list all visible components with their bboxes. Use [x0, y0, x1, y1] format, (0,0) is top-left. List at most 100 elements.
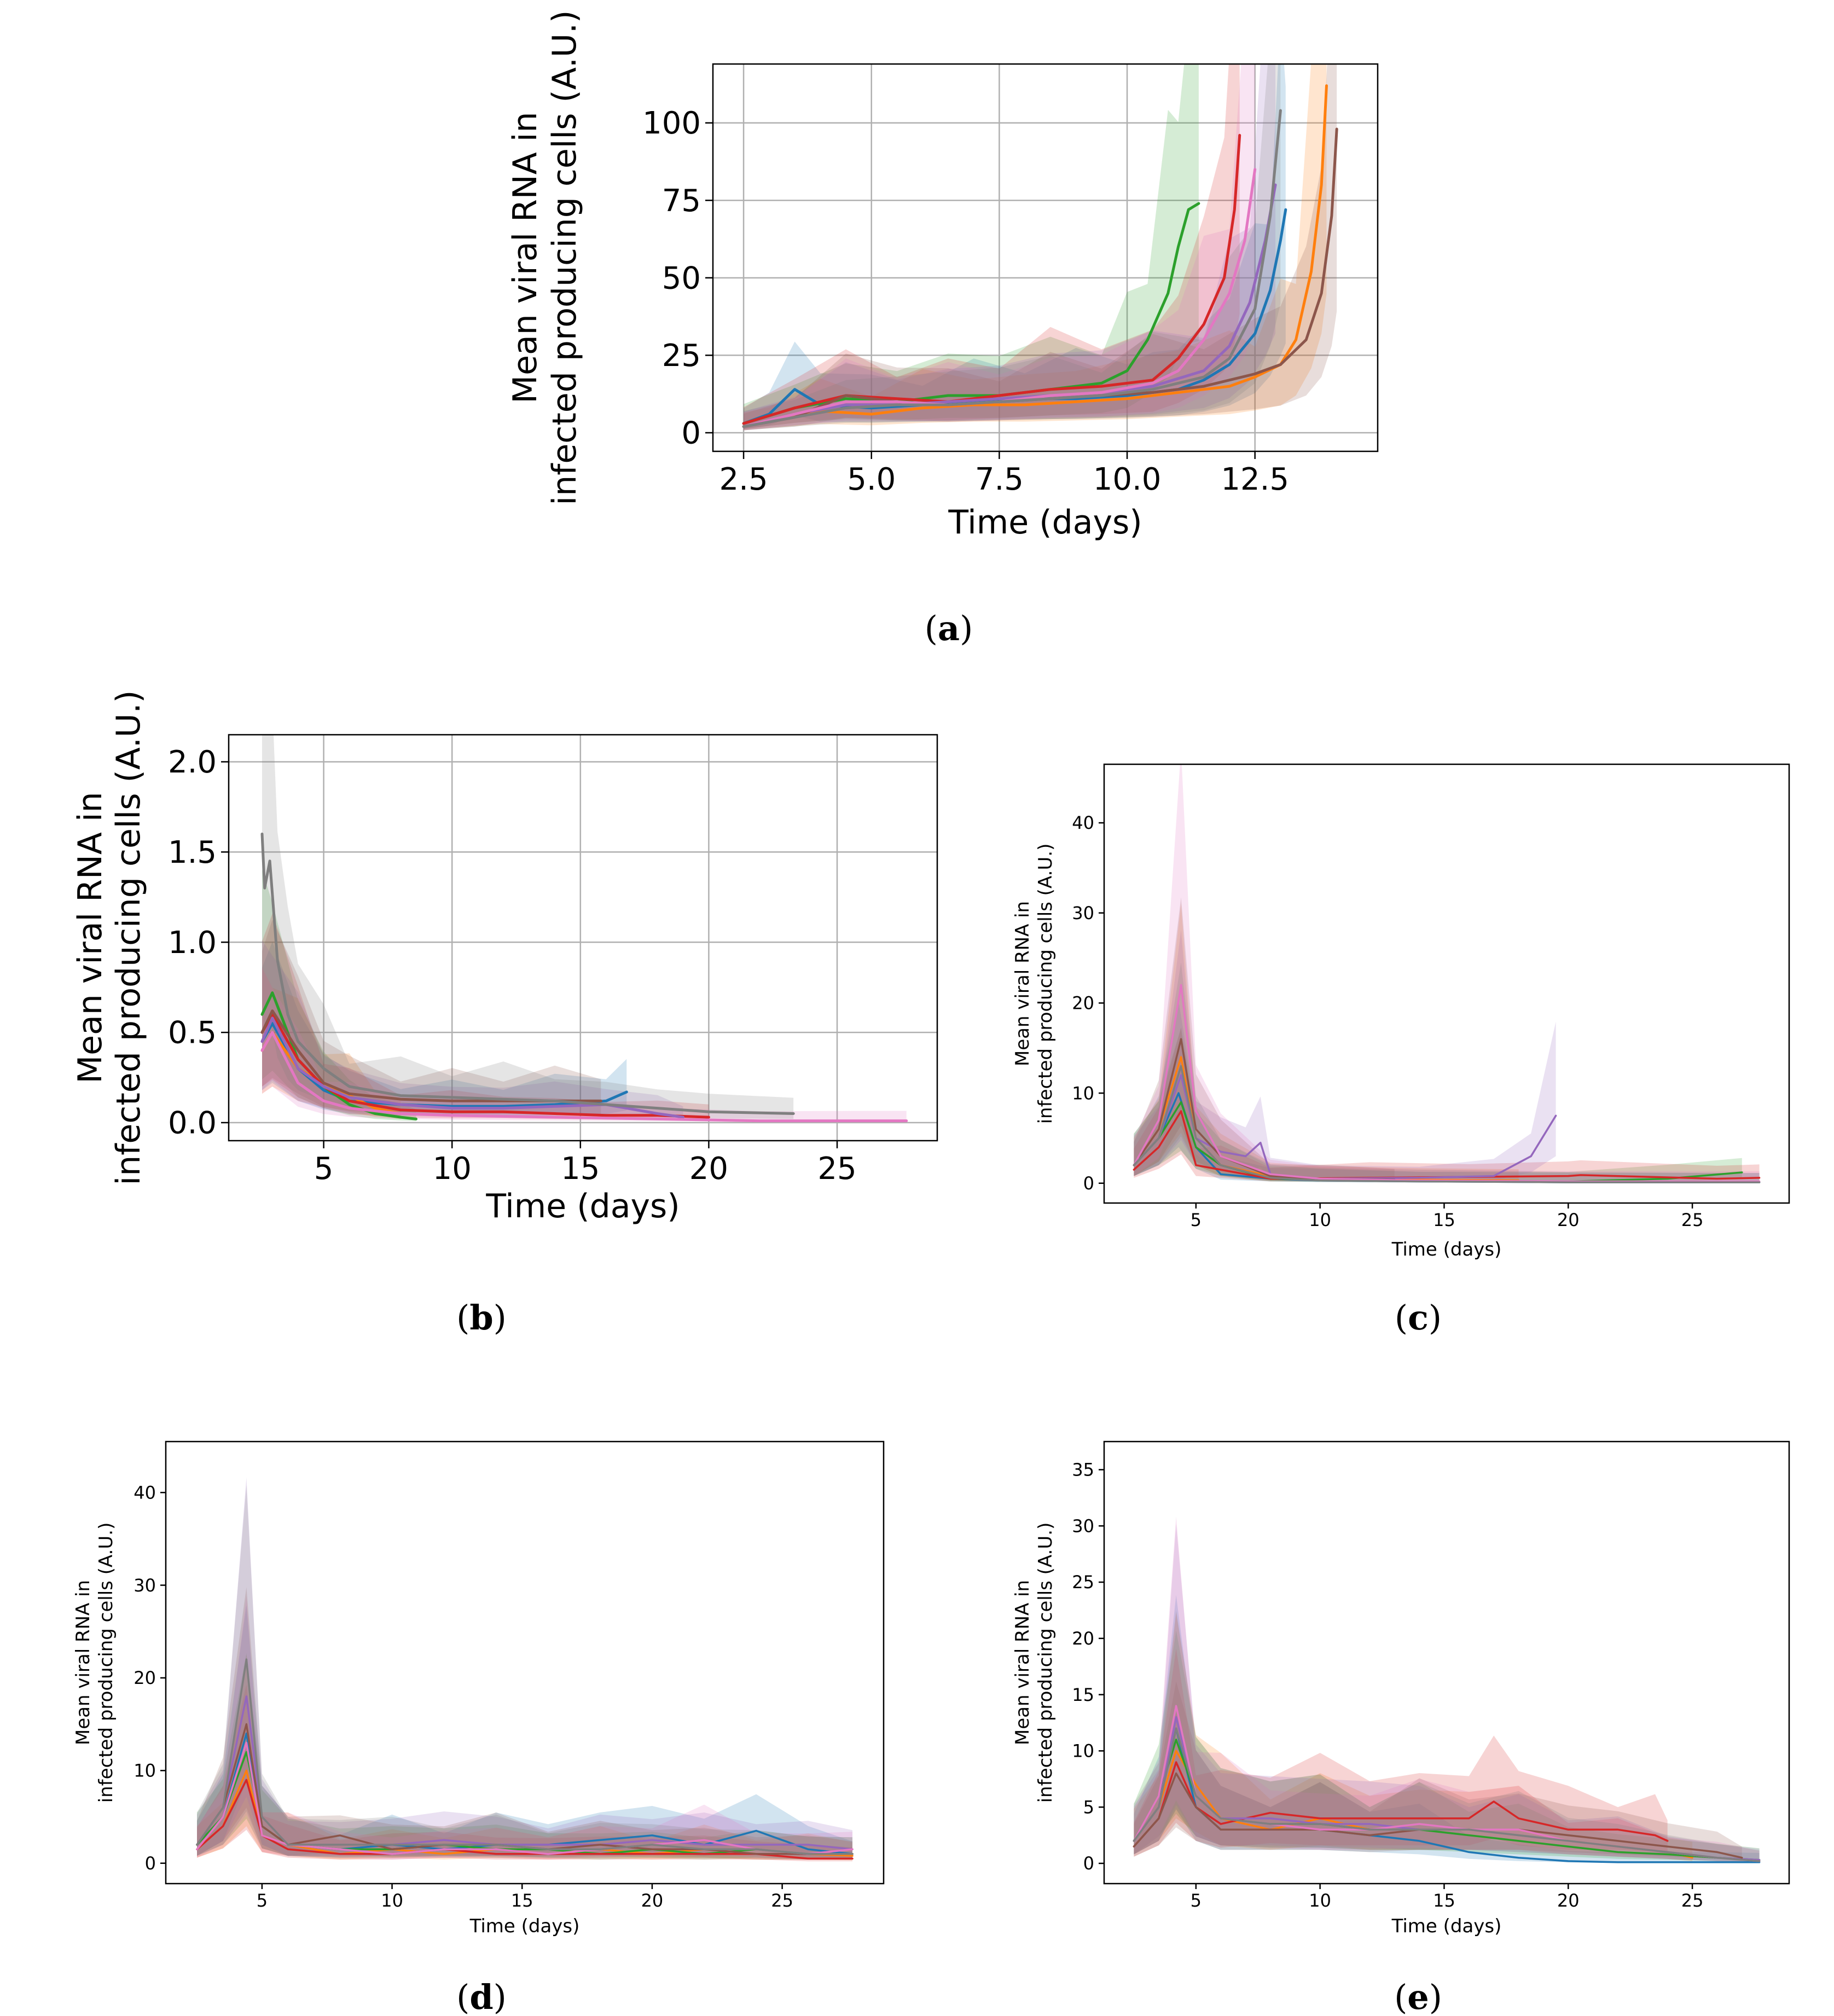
y-tick-label: 25 — [1072, 1572, 1094, 1593]
y-axis-label-line-1: Mean viral RNA in — [72, 1580, 94, 1745]
y-axis-label-line-1: Mean viral RNA in — [1012, 901, 1034, 1066]
series-line-4 — [260, 1013, 710, 1119]
x-tick-label: 10 — [433, 1151, 472, 1187]
series-line-8 — [260, 832, 795, 1115]
y-axis-label-line-2: infected producing cells (A.U.) — [545, 10, 584, 506]
x-tick-label: 5 — [257, 1890, 268, 1911]
chart-data-layer — [742, 64, 1338, 431]
y-tick-label: 1.5 — [168, 835, 217, 870]
y-tick-label: 1.0 — [168, 925, 217, 961]
x-tick-label: 10 — [1309, 1890, 1331, 1911]
caption-open-paren: ( — [1395, 1298, 1408, 1338]
series-line-8 — [196, 1658, 854, 1855]
caption-close-paren: ) — [494, 1977, 507, 2016]
x-tick-label: 20 — [1557, 1890, 1580, 1911]
panel-caption-d: (d) — [456, 1977, 507, 2016]
x-tick-label: 15 — [1433, 1210, 1455, 1230]
y-tick-label: 40 — [1072, 812, 1094, 833]
x-tick-label: 7.5 — [975, 462, 1024, 497]
y-axis-label-line-2: infected producing cells (A.U.) — [95, 1523, 117, 1803]
x-axis-label: Time (days) — [485, 1187, 680, 1225]
series-line-6 — [742, 127, 1338, 428]
series-line-4 — [1133, 1761, 1669, 1847]
series-line-2 — [742, 84, 1328, 428]
y-tick-label: 20 — [134, 1668, 156, 1688]
y-axis-label-line-2: infected producing cells (A.U.) — [1035, 844, 1057, 1124]
x-tick-label: 15 — [511, 1890, 533, 1911]
panel-caption-a: (a) — [925, 608, 973, 648]
series-band-5 — [262, 940, 683, 1121]
x-tick-label: 20 — [689, 1151, 728, 1187]
caption-open-paren: ( — [456, 1298, 469, 1338]
series-band-6 — [197, 1587, 852, 1860]
panel-caption-c: (c) — [1395, 1298, 1442, 1338]
chart-data-layer — [1133, 764, 1761, 1183]
series-band-7 — [262, 967, 907, 1122]
series-band-3 — [262, 870, 416, 1122]
panel-caption-b: (b) — [456, 1298, 507, 1338]
caption-letter: d — [469, 1977, 493, 2016]
series-band-2 — [197, 1655, 852, 1861]
chart-data-layer — [196, 1477, 854, 1862]
chart-panel-b: 5 10 15 20 25 0.0 0.5 1.0 1.5 2.0 Time (days) Mean … — [71, 690, 938, 1338]
series-line-5 — [1133, 1074, 1557, 1180]
series-line-7 — [260, 1031, 908, 1123]
y-tick-label: 30 — [1072, 1515, 1094, 1536]
x-tick-label: 12.5 — [1221, 462, 1289, 497]
series-band-1 — [262, 942, 627, 1117]
y-axis-label-line-2: infected producing cells (A.U.) — [1035, 1523, 1057, 1803]
x-tick-label: 25 — [817, 1151, 856, 1187]
x-tick-label: 10.0 — [1093, 462, 1162, 497]
chart-data-layer — [260, 735, 908, 1123]
series-band-7 — [1134, 764, 1760, 1183]
series-line-8 — [1133, 1727, 1761, 1862]
x-tick-label: 15 — [561, 1151, 600, 1187]
caption-close-paren: ) — [494, 1298, 507, 1338]
y-tick-label: 0 — [145, 1853, 156, 1874]
y-tick-label: 20 — [1072, 993, 1094, 1014]
x-tick-label: 5.0 — [847, 462, 896, 497]
x-tick-label: 10 — [1309, 1210, 1331, 1230]
x-tick-label: 20 — [1557, 1210, 1580, 1230]
y-tick-label: 0 — [681, 416, 701, 451]
x-tick-label: 5 — [1191, 1210, 1202, 1230]
y-axis-label-line-1: Mean viral RNA in — [506, 112, 544, 403]
series-band-3 — [744, 64, 1199, 429]
x-axis-label: Time (days) — [1391, 1239, 1502, 1260]
x-tick-label: 2.5 — [719, 462, 768, 497]
caption-open-paren: ( — [1394, 1977, 1407, 2016]
x-axis-label: Time (days) — [469, 1915, 580, 1937]
x-axis-label: Time (days) — [948, 503, 1142, 542]
series-line-3 — [742, 202, 1200, 425]
y-tick-label: 10 — [1072, 1083, 1094, 1103]
x-tick-label: 25 — [1681, 1890, 1704, 1911]
y-tick-label: 35 — [1072, 1460, 1094, 1480]
caption-letter: b — [469, 1298, 493, 1338]
series-band-3 — [1134, 1027, 1742, 1183]
series-band-8 — [197, 1485, 852, 1860]
y-tick-label: 0.5 — [168, 1015, 217, 1051]
series-band-7 — [744, 64, 1255, 431]
series-band-8 — [1134, 1610, 1760, 1863]
y-tick-label: 75 — [662, 183, 701, 219]
series-band-8 — [744, 64, 1281, 431]
caption-open-paren: ( — [925, 608, 938, 648]
caption-close-paren: ) — [960, 608, 973, 648]
series-band-5 — [744, 64, 1276, 431]
y-tick-label: 10 — [134, 1761, 156, 1781]
y-tick-label: 2.0 — [168, 745, 217, 780]
y-tick-label: 40 — [134, 1482, 156, 1503]
series-line-4 — [196, 1779, 854, 1860]
caption-open-paren: ( — [456, 1977, 469, 2016]
series-band-5 — [1134, 1524, 1760, 1862]
x-tick-label: 5 — [314, 1151, 334, 1187]
y-tick-label: 100 — [642, 106, 701, 141]
caption-letter: c — [1408, 1298, 1429, 1338]
y-axis-label-line-1: Mean viral RNA in — [1012, 1580, 1034, 1745]
series-band-4 — [197, 1684, 852, 1862]
series-line-3 — [260, 991, 417, 1120]
series-line-8 — [1133, 1065, 1761, 1183]
y-axis-label-line-1: Mean viral RNA in — [71, 792, 109, 1083]
